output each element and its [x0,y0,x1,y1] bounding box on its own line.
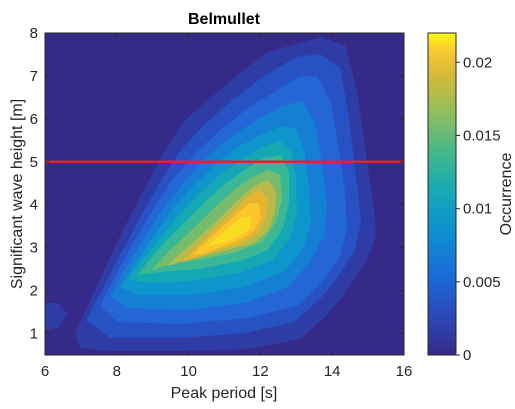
contour-level-11 [192,203,261,255]
chart-title: Belmullet [188,11,261,28]
x-tick-label: 12 [252,363,269,380]
colorbar-ticks: 0 0.005 0.01 0.015 0.02 [456,54,501,364]
y-axis-label: Significant wave height [m] [9,99,26,289]
y-tick-label: 3 [30,240,38,257]
plot-frame [44,32,405,356]
y-tick-label: 8 [30,25,38,42]
contour-level-12 [206,217,251,247]
colorbar-tick-label: 0.02 [463,54,492,71]
colorbar-tick-label: 0.015 [463,127,501,144]
y-tick-label: 5 [30,154,38,171]
x-tick-label: 16 [396,363,413,380]
colorbar-tick-label: 0.01 [463,201,492,218]
contour-layers [45,37,376,351]
y-tick-label: 1 [30,326,38,343]
colorbar-tick-label: 0.005 [463,274,501,291]
x-axis-ticks: 6 8 10 12 14 16 [41,33,413,380]
contour-level-1b [45,303,68,330]
x-tick-label: 6 [41,363,49,380]
x-axis-label: Peak period [s] [171,385,278,402]
colorbar-tick-label: 0 [463,347,471,364]
y-tick-label: 6 [30,111,38,128]
colorbar [427,32,457,356]
y-tick-label: 2 [30,283,38,300]
y-tick-label: 4 [30,197,38,214]
x-tick-label: 14 [324,363,341,380]
colorbar-label: Occurrence [498,153,515,236]
x-tick-label: 10 [180,363,197,380]
y-tick-label: 7 [30,68,38,85]
y-axis-ticks: 1 2 3 4 5 6 7 8 [30,25,404,343]
x-tick-label: 8 [113,363,121,380]
